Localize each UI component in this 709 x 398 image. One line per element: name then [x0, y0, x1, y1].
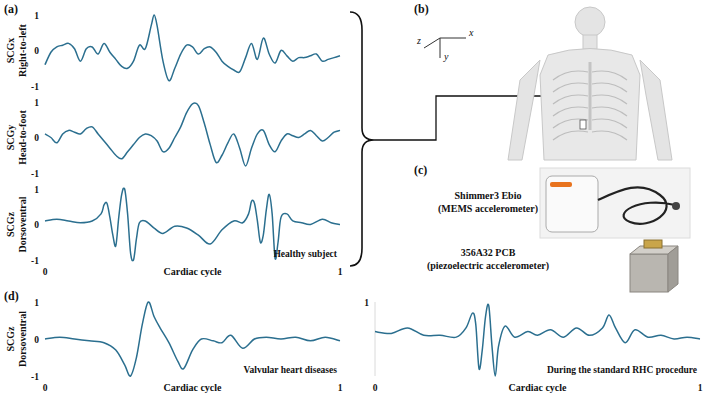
panel-label: (c): [414, 163, 427, 177]
rib: [592, 83, 627, 92]
x-axis-label: Cardiac cycle: [508, 382, 567, 393]
rib: [553, 71, 588, 80]
y-tick-label: 0: [34, 220, 39, 230]
chart: -1 0 1 0 1 Cardiac cycle SCGzDorsoventral Valvu…: [4, 289, 343, 393]
y-axis-sublabel: Head-to-foot: [17, 110, 28, 165]
device-detail: (piezoelectric accelerometer): [427, 260, 549, 272]
y-tick-label: -1: [31, 82, 39, 92]
shimmer-device: [540, 168, 690, 238]
x-tick-label: 1: [338, 267, 343, 277]
y-axis-label: SCGy: [5, 125, 16, 151]
signal-line: [45, 103, 340, 166]
figure: -1 0 1 SCGxRight-to-left (a) -1 0 1 SCGyHead-to-…: [0, 0, 709, 398]
cube-body: [630, 254, 668, 292]
y-axis-sublabel: Dorsoventral: [17, 196, 28, 252]
y-tick-label: 0: [34, 335, 39, 345]
x-tick-label: 1: [698, 383, 703, 393]
y-axis-line: [375, 302, 376, 376]
chart: 1 0 1 Cardiac cycle During the standard RHC …: [364, 298, 702, 394]
x-tick-label: 1: [338, 383, 343, 393]
x-axis-label: Cardiac cycle: [163, 266, 222, 277]
chart: -1 0 1 SCGxRight-to-left (a): [4, 2, 340, 92]
annotation: Valvular heart diseases: [244, 365, 338, 375]
rib: [553, 131, 588, 140]
cable-connector: [672, 202, 680, 210]
rib: [592, 71, 627, 80]
x-tick-label: 0: [43, 383, 48, 393]
signal-line: [375, 304, 700, 376]
y-tick-label: 0: [34, 46, 39, 56]
y-tick-label: 1: [34, 185, 39, 195]
y-tick-label: 0: [34, 133, 39, 143]
x-tick-label: 0: [43, 267, 48, 277]
y-axis-label: SCGz: [5, 211, 16, 237]
cube-side: [668, 246, 678, 292]
torso: [540, 49, 640, 161]
signal-line: [45, 302, 340, 376]
panel-label: (b): [414, 2, 429, 16]
rib: [592, 131, 627, 140]
panel-label: (a): [4, 2, 18, 16]
body-silhouette: [508, 7, 672, 160]
device-panel: (c) Shimmer3 Ebio (MEMS accelerometer) 356A…: [414, 163, 690, 292]
neck: [583, 35, 597, 49]
annotation: During the standard RHC procedure: [547, 365, 697, 375]
y-tick-label: -1: [31, 372, 39, 382]
axis-name: z: [416, 35, 421, 46]
rib: [553, 119, 588, 128]
y-tick-label: 1: [34, 98, 39, 108]
y-axis-label: SCGz: [5, 326, 16, 352]
cube-connector: [644, 240, 662, 248]
axes-icon: x y z: [416, 27, 474, 62]
y-axis-label: SCGx: [5, 38, 16, 64]
sensor: [580, 120, 586, 129]
device-detail: (MEMS accelerometer): [438, 203, 538, 215]
z-axis-arrow: [424, 38, 440, 48]
rib: [592, 95, 627, 104]
rib: [592, 107, 627, 116]
device-name: 356A32 PCB: [461, 247, 516, 258]
device-body: [546, 176, 598, 232]
photo-background: [540, 168, 690, 238]
chart: -1 0 1 SCGyHead-to-foot: [5, 98, 340, 179]
axis-name: y: [443, 51, 449, 62]
panel-label: (d): [4, 289, 19, 303]
signal-line: [45, 15, 340, 81]
y-axis-arrow: [440, 38, 441, 58]
rib: [592, 119, 627, 128]
plot-area: [45, 188, 340, 261]
axis-name: x: [468, 27, 474, 38]
rib: [553, 95, 588, 104]
sternum: [589, 62, 592, 130]
plot-area: [45, 103, 340, 166]
x-tick-label: 0: [373, 383, 378, 393]
body-panel: (b) x y z: [414, 2, 672, 160]
x-axis-label: Cardiac cycle: [163, 382, 222, 393]
device-name: Shimmer3 Ebio: [455, 190, 522, 201]
device-logo: [550, 182, 572, 187]
annotation: Healthy subject: [273, 249, 337, 259]
left-arm: [508, 60, 540, 160]
right-arm: [640, 60, 672, 160]
chart: -1 0 1 0 1 Cardiac cycle SCGzDorsoventral Healt…: [5, 185, 343, 278]
y-axis-sublabel: Dorsoventral: [17, 311, 28, 367]
device-cable: [598, 187, 675, 223]
piezo-device: [630, 240, 678, 292]
brace-shape: [350, 12, 374, 266]
head: [575, 7, 605, 37]
plot-area: [375, 304, 700, 376]
x-axis-arrow: [440, 38, 466, 39]
y-tick-label: 1: [34, 11, 39, 21]
rib: [553, 107, 588, 116]
page: {"chart_data": [ {"type": "line", "panel…: [0, 0, 709, 398]
rib: [553, 83, 588, 92]
y-tick-label: 1: [364, 298, 369, 308]
signal-line: [45, 188, 340, 261]
plot-area: [45, 302, 340, 376]
y-tick-label: -1: [31, 169, 39, 179]
y-axis-sublabel: Right-to-left: [17, 23, 28, 76]
y-tick-label: 1: [34, 298, 39, 308]
y-tick-label: -1: [31, 256, 39, 266]
plot-area: [45, 15, 340, 81]
